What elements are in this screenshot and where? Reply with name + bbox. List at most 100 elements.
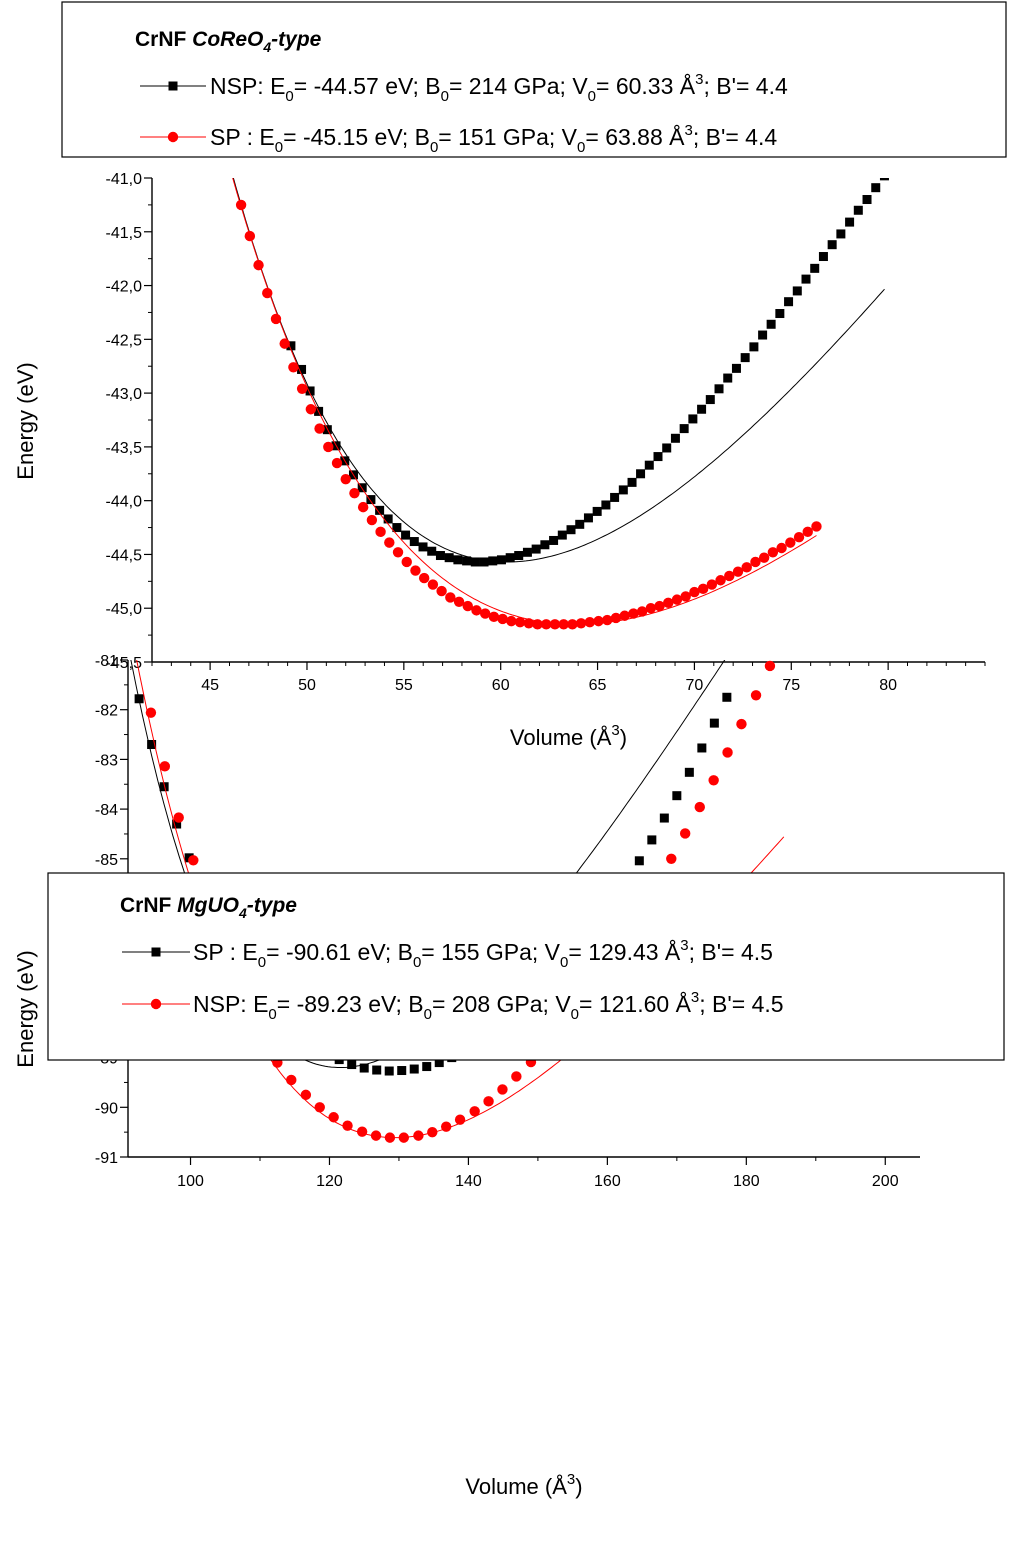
- data-point: [722, 747, 733, 758]
- data-point: [709, 718, 719, 728]
- data-point: [532, 619, 543, 630]
- x-tick-label: 80: [879, 677, 897, 694]
- legend-box: [61, 1, 1007, 158]
- data-point: [497, 613, 508, 625]
- data-point: [413, 1130, 424, 1141]
- data-point: [453, 596, 465, 607]
- x-tick-label: 200: [872, 1173, 899, 1190]
- data-point: [286, 1074, 297, 1086]
- text-span: = -89.23 eV; B: [277, 991, 424, 1017]
- data-point: [708, 775, 719, 786]
- data-point: [375, 505, 385, 515]
- data-point: [331, 457, 343, 469]
- data-point: [776, 542, 787, 554]
- data-point: [845, 217, 855, 227]
- data-point: [634, 856, 644, 866]
- text-span: NSP: E: [210, 73, 285, 99]
- data-point: [444, 553, 454, 563]
- y-axis-label: Energy (eV): [13, 950, 38, 1067]
- data-point: [479, 557, 489, 567]
- data-point: [541, 619, 552, 630]
- text-span: SP : E: [210, 124, 275, 150]
- legend-entry-nsp: NSP: E0= -44.57 eV; B0= 214 GPa; V0= 60.…: [210, 71, 788, 105]
- legend-box: [47, 872, 1005, 1061]
- data-point: [401, 556, 412, 568]
- text-span: 0: [258, 954, 266, 971]
- series-fit-line: [232, 178, 885, 563]
- text-span: 0: [577, 139, 585, 156]
- data-point: [375, 526, 386, 538]
- y-tick-label: -83: [95, 752, 118, 769]
- text-span: = 155 GPa; V: [421, 939, 560, 965]
- data-point: [749, 342, 759, 352]
- data-point: [636, 606, 648, 617]
- x-tick-label: 140: [455, 1173, 482, 1190]
- x-tick-label: 180: [733, 1173, 760, 1190]
- data-point: [328, 1112, 339, 1123]
- data-point: [801, 274, 811, 284]
- text-span: -type: [271, 28, 321, 51]
- text-span: = -44.57 eV; B: [294, 73, 441, 99]
- data-point: [469, 1106, 480, 1117]
- data-point: [514, 551, 524, 561]
- x-tick-label: 65: [589, 677, 607, 694]
- text-span: 0: [430, 139, 438, 156]
- data-point: [384, 1066, 394, 1076]
- data-point: [618, 485, 628, 495]
- data-point: [372, 1065, 382, 1075]
- data-point: [741, 562, 752, 573]
- data-point: [714, 384, 724, 394]
- data-point: [397, 1066, 407, 1076]
- text-span: 3: [695, 71, 703, 88]
- text-span: 4: [238, 905, 247, 921]
- data-point: [488, 611, 500, 623]
- text-span: = 151 GPa; V: [438, 124, 577, 150]
- text-span: SP : E: [193, 939, 258, 965]
- data-point: [697, 404, 707, 414]
- data-point: [434, 1058, 444, 1068]
- data-point: [356, 1126, 368, 1137]
- data-point: [427, 546, 437, 556]
- data-point: [679, 828, 691, 839]
- text-span: Volume (Å: [510, 725, 612, 750]
- data-point: [253, 259, 264, 271]
- data-point: [235, 199, 247, 211]
- x-tick-label: 45: [201, 677, 219, 694]
- data-point: [314, 423, 325, 434]
- data-point: [314, 1102, 325, 1113]
- data-point: [802, 526, 813, 538]
- x-tick-label: 120: [316, 1173, 343, 1190]
- data-point: [471, 605, 482, 616]
- y-tick-label: -41,0: [106, 171, 143, 188]
- data-point: [286, 341, 296, 351]
- y-axis-label: Energy (eV): [13, 362, 38, 479]
- data-point: [672, 791, 682, 801]
- data-point: [862, 195, 872, 205]
- data-point: [663, 597, 674, 609]
- data-point: [766, 319, 776, 329]
- data-point: [583, 513, 593, 523]
- chart-mguo4: 100120140160180200-91-90-89-88-87-86-85-…: [13, 653, 1005, 1499]
- y-tick-label: -85: [95, 852, 118, 869]
- text-span: 0: [571, 1006, 579, 1023]
- data-point: [296, 383, 308, 395]
- x-tick-label: 55: [395, 677, 413, 694]
- data-point: [575, 618, 587, 629]
- legend-title: CrNF CoReO4-type: [135, 28, 322, 55]
- data-point: [511, 1071, 522, 1082]
- text-span: = 121.60 Å: [579, 990, 692, 1017]
- data-point: [592, 506, 602, 516]
- data-point: [145, 707, 157, 718]
- data-point: [147, 739, 157, 749]
- data-point: [566, 525, 576, 535]
- data-point: [775, 309, 785, 319]
- data-point: [496, 555, 506, 565]
- data-point: [567, 619, 578, 630]
- data-point: [619, 610, 630, 621]
- data-point: [398, 1132, 410, 1143]
- text-span: -type: [247, 894, 297, 917]
- data-point: [470, 557, 480, 567]
- data-point: [785, 537, 796, 548]
